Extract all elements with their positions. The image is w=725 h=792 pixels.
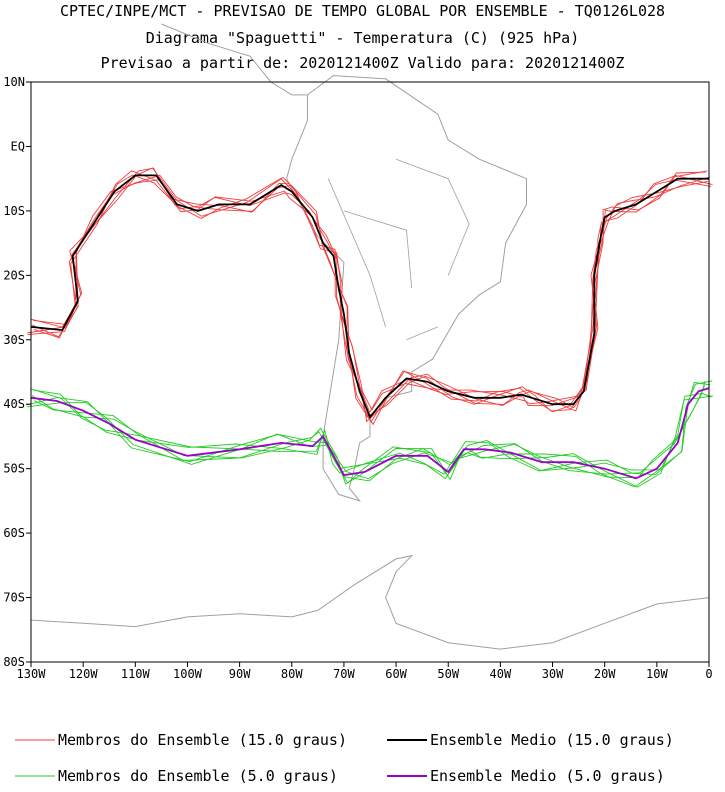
axis-ticks: 130W 120W 110W 100W 90W 80W 70W 60W 50W 40W 30W 20W… xyxy=(3,75,712,681)
y-tick-label: 20S xyxy=(3,268,25,282)
x-tick-label: 120W xyxy=(69,667,99,681)
y-tick-label: 40S xyxy=(3,397,25,411)
y-tick-label: 10N xyxy=(3,75,25,89)
x-tick-label: 60W xyxy=(385,667,407,681)
x-tick-label: 20W xyxy=(594,667,616,681)
x-tick-label: 50W xyxy=(437,667,459,681)
series-0-member-2 xyxy=(27,167,706,411)
legend-label: Membros do Ensemble (5.0 graus) xyxy=(58,767,338,785)
y-tick-label: 80S xyxy=(3,655,25,669)
series-0-member-4 xyxy=(31,179,708,426)
x-tick-label: 0 xyxy=(705,667,712,681)
series-0-member-0 xyxy=(30,174,712,423)
country-border xyxy=(406,326,438,341)
legend-label: Ensemble Medio (15.0 graus) xyxy=(430,731,674,749)
x-tick-label: 130W xyxy=(17,667,47,681)
x-tick-label: 110W xyxy=(121,667,151,681)
x-tick-label: 10W xyxy=(646,667,668,681)
chart-title: CPTEC/INPE/MCT - PREVISAO DE TEMPO GLOBA… xyxy=(59,2,666,20)
antarctica-coastline xyxy=(30,554,710,650)
y-tick-label: 70S xyxy=(3,591,25,605)
legend-label: Ensemble Medio (5.0 graus) xyxy=(430,767,665,785)
coastline-map xyxy=(30,23,710,650)
series-0-member-5 xyxy=(27,167,708,414)
plot-frame xyxy=(30,81,710,663)
y-tick-label: EQ xyxy=(11,139,25,153)
contour-series xyxy=(26,167,714,488)
chart-forecast-info: Previsao a partir de: 2020121400Z Valido… xyxy=(100,54,625,72)
series-2-member-0 xyxy=(30,388,714,488)
legend: Membros do Ensemble (15.0 graus) Ensemble… xyxy=(15,731,674,785)
series-3-mean-line xyxy=(30,387,710,480)
country-border xyxy=(343,210,413,289)
legend-label: Membros do Ensemble (15.0 graus) xyxy=(58,731,347,749)
x-tick-label: 90W xyxy=(229,667,251,681)
y-tick-label: 30S xyxy=(3,333,25,347)
x-tick-label: 100W xyxy=(173,667,203,681)
series-2-member-3 xyxy=(33,389,712,488)
series-2-member-4 xyxy=(31,385,706,485)
y-tick-label: 60S xyxy=(3,526,25,540)
central-america-coastline xyxy=(161,23,308,96)
y-tick-label: 10S xyxy=(3,204,25,218)
x-tick-label: 40W xyxy=(490,667,512,681)
chart-subtitle: Diagrama "Spaguetti" - Temperatura (C) (… xyxy=(145,29,580,47)
country-border xyxy=(395,158,470,276)
series-0-member-1 xyxy=(33,174,711,423)
series-1-mean-line xyxy=(30,174,709,419)
x-tick-label: 30W xyxy=(542,667,564,681)
x-tick-label: 80W xyxy=(281,667,303,681)
series-2-member-5 xyxy=(27,380,713,480)
country-border xyxy=(327,178,386,328)
x-tick-label: 70W xyxy=(333,667,355,681)
y-tick-label: 50S xyxy=(3,462,25,476)
